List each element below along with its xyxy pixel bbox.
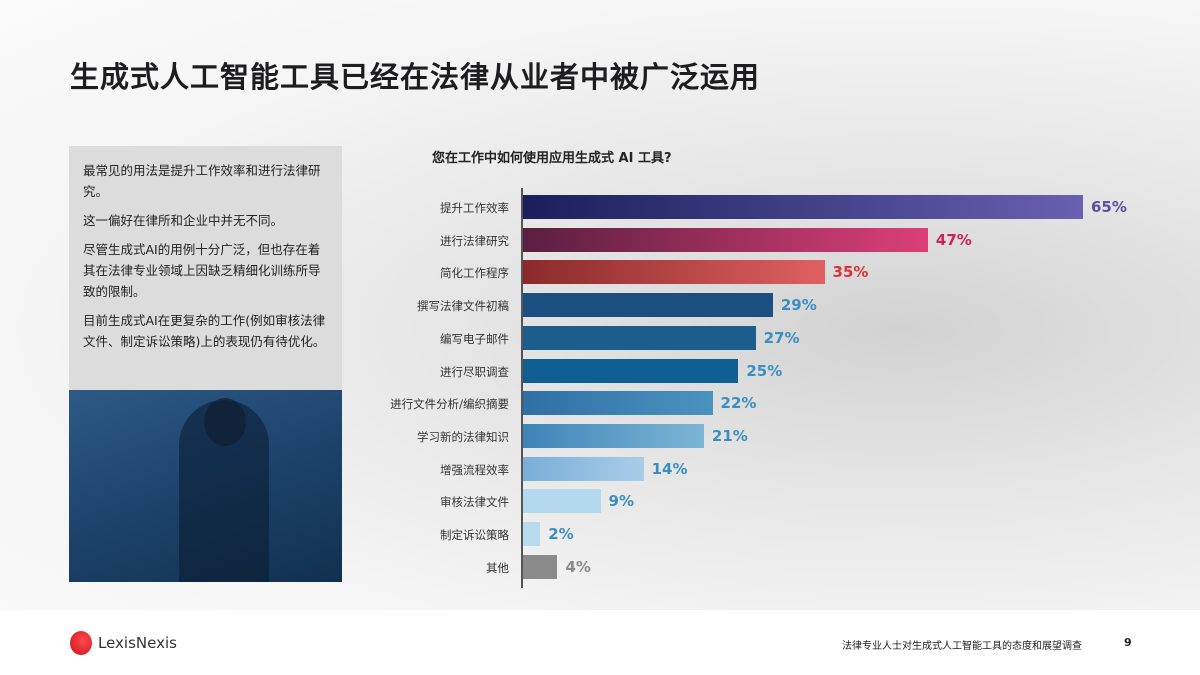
value-label: 65% bbox=[1091, 198, 1127, 216]
value-label: 35% bbox=[832, 263, 869, 282]
value-label: 2% bbox=[548, 525, 574, 543]
category-label: 制定诉讼策略 bbox=[440, 528, 509, 542]
category-label: 进行文件分析/编织摘要 bbox=[390, 397, 509, 412]
bar bbox=[523, 423, 704, 448]
category-label: 提升工作效率 bbox=[440, 201, 509, 215]
chart-title: 您在工作中如何使用应用生成式 AI 工具? bbox=[432, 151, 672, 166]
bar bbox=[523, 522, 541, 546]
bar bbox=[523, 227, 928, 252]
bar bbox=[523, 489, 601, 514]
footer bbox=[0, 610, 1200, 675]
lawyer-photo bbox=[69, 390, 342, 582]
bar bbox=[523, 358, 739, 383]
summary-paragraph: 目前生成式AI在更复杂的工作(例如审核法律文件、制定诉讼策略)上的表现仍有待优化… bbox=[83, 313, 326, 349]
bar bbox=[523, 325, 756, 350]
page-title: 生成式人工智能工具已经在法律从业者中被广泛运用 bbox=[70, 60, 761, 94]
category-label: 进行尽职调查 bbox=[440, 364, 509, 379]
summary-box: 最常见的用法是提升工作效率和进行法律研究。 这一偏好在律所和企业中并无不同。 尽… bbox=[69, 146, 342, 390]
category-label: 学习新的法律知识 bbox=[417, 429, 509, 444]
bar bbox=[523, 391, 713, 416]
bar bbox=[523, 195, 1083, 219]
value-label: 14% bbox=[651, 459, 688, 478]
value-label: 29% bbox=[780, 296, 817, 315]
summary-paragraph: 尽管生成式AI的用例十分广泛，但也存在着其在法律专业领域上因缺乏精细化训练所导致… bbox=[83, 242, 321, 299]
value-label: 22% bbox=[720, 394, 757, 413]
category-label: 审核法律文件 bbox=[440, 495, 509, 510]
value-label: 25% bbox=[746, 361, 783, 380]
summary-paragraph: 这一偏好在律所和企业中并无不同。 bbox=[83, 213, 284, 228]
logo-icon bbox=[70, 631, 92, 655]
page-number: 9 bbox=[1124, 636, 1132, 649]
value-label: 9% bbox=[608, 492, 634, 511]
bar bbox=[523, 293, 773, 318]
bar bbox=[523, 554, 558, 579]
value-label: 4% bbox=[565, 557, 591, 576]
report-title: 法律专业人士对生成式人工智能工具的态度和展望调查 bbox=[842, 641, 1082, 652]
chart-axis bbox=[521, 188, 523, 588]
value-label: 47% bbox=[935, 230, 972, 249]
category-label: 简化工作程序 bbox=[440, 266, 509, 281]
bar bbox=[523, 260, 825, 285]
category-label: 进行法律研究 bbox=[440, 233, 509, 248]
category-label: 其他 bbox=[486, 560, 509, 575]
category-label: 增强流程效率 bbox=[440, 462, 509, 477]
value-label: 21% bbox=[711, 426, 748, 445]
category-label: 撰写法律文件初稿 bbox=[417, 299, 509, 314]
value-label: 27% bbox=[763, 328, 800, 347]
summary-paragraph: 最常见的用法是提升工作效率和进行法律研究。 bbox=[83, 163, 321, 199]
bar bbox=[523, 456, 644, 481]
category-label: 编写电子邮件 bbox=[440, 331, 509, 346]
lexisnexis-logo: LexisNexis bbox=[70, 631, 177, 655]
brand-name: LexisNexis bbox=[98, 634, 177, 652]
